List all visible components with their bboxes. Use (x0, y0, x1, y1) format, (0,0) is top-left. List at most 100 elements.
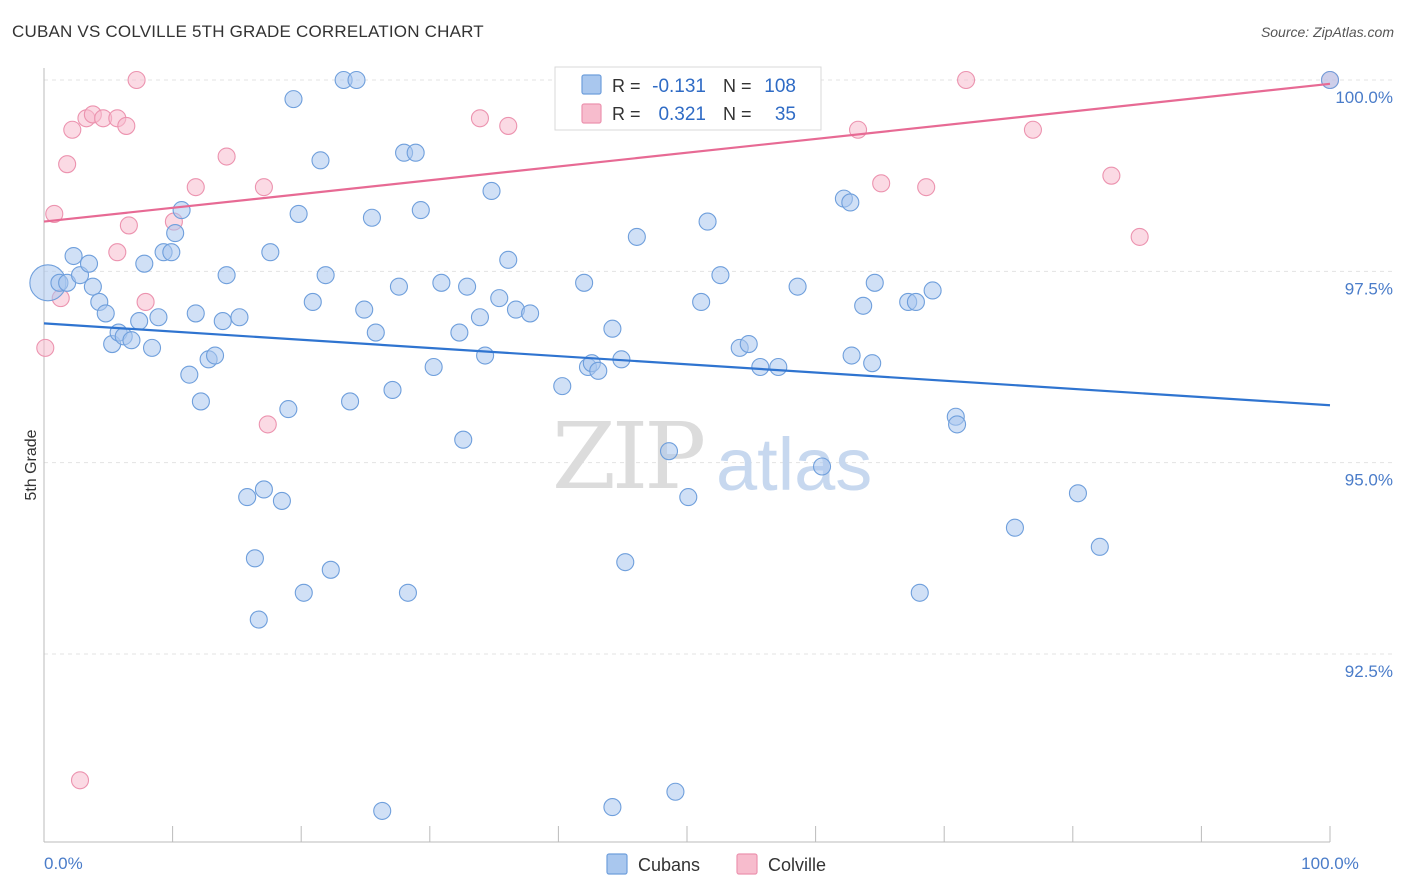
cubans-point (172, 201, 191, 220)
cubans-n-value: 108 (764, 76, 796, 97)
cubans-point (347, 70, 366, 90)
cubans-point (521, 304, 540, 323)
cubans-point (1090, 537, 1109, 556)
cubans-r-value: -0.131 (652, 76, 706, 97)
cubans-point (398, 583, 417, 602)
cubans-point (454, 430, 473, 449)
cubans-points (29, 70, 1340, 820)
cubans-point (1320, 70, 1340, 90)
colville-point (36, 338, 55, 357)
trendlines (43, 82, 1331, 407)
cubans-swatch (581, 74, 602, 95)
cubans-point (186, 304, 205, 323)
cubans-point (311, 151, 330, 170)
colville-point (45, 204, 64, 223)
cubans-point (854, 296, 873, 315)
cubans-point (679, 488, 698, 507)
cubans-point (842, 346, 861, 365)
colville-point (70, 771, 90, 790)
colville-point (1102, 166, 1121, 185)
cubans-point (616, 553, 635, 572)
cubans-point (191, 392, 210, 411)
cubans-point (863, 354, 882, 373)
cubans-point (603, 319, 622, 338)
cubans-r-label: R = (612, 76, 641, 96)
x-tick-label: 0.0% (44, 854, 83, 873)
colville-r-label: R = (612, 104, 641, 124)
cubans-point (553, 377, 572, 396)
colville-point (108, 243, 127, 262)
legend-colville-swatch (736, 853, 758, 875)
cubans-point (575, 273, 594, 292)
cubans-point (711, 266, 730, 285)
cubans-point (166, 224, 185, 243)
colville-point (136, 292, 155, 311)
colville-point (957, 70, 976, 90)
cubans-point (751, 357, 770, 377)
cubans-point (499, 250, 518, 269)
axes: 92.5% 95.0% 97.5% 100.0% 0.0% 100.0% (43, 68, 1393, 873)
cubans-point (180, 365, 199, 384)
cubans-point (769, 357, 788, 377)
series-legend: Cubans Colville (606, 853, 826, 875)
cubans-n-label: N = (723, 76, 752, 96)
cubans-point (217, 266, 236, 285)
cubans-point (303, 292, 322, 311)
chart-title: CUBAN VS COLVILLE 5TH GRADE CORRELATION … (12, 22, 484, 41)
colville-point (258, 415, 277, 434)
cubans-point (245, 549, 264, 568)
cubans-point (812, 457, 832, 476)
cubans-point (254, 480, 273, 499)
cubans-point (476, 346, 495, 365)
stats-legend: R = -0.131 N = 108 R = 0.321 N = 35 (554, 66, 822, 131)
colville-point (499, 116, 518, 135)
cubans-point (470, 308, 490, 327)
cubans-point (948, 415, 967, 434)
colville-point (127, 70, 146, 90)
y-tick-label: 95.0% (1345, 471, 1393, 490)
cubans-point (316, 266, 335, 285)
cubans-point (1068, 484, 1087, 503)
cubans-point (149, 308, 168, 327)
cubans-point (261, 243, 280, 262)
cubans-point (279, 400, 298, 419)
cubans-point (739, 334, 758, 354)
cubans-point (698, 212, 717, 231)
colville-point (917, 178, 936, 197)
watermark-atlas: atlas (716, 423, 872, 506)
cubans-point (432, 273, 451, 292)
cubans-point (589, 361, 608, 380)
cubans-point (130, 312, 149, 331)
cubans-point (135, 254, 154, 273)
cubans-point (142, 338, 162, 357)
cubans-point (249, 610, 268, 629)
cubans-point (83, 277, 102, 296)
cubans-point (205, 346, 225, 365)
cubans-point (666, 782, 685, 801)
cubans-point (284, 90, 303, 109)
cubans-point (321, 560, 340, 579)
colville-n-value: 35 (775, 104, 796, 125)
cubans-point (341, 392, 360, 411)
colville-trendline (43, 82, 1331, 223)
cubans-trendline (43, 322, 1331, 407)
colville-point (217, 147, 236, 166)
cubans-point (450, 323, 469, 342)
cubans-point (490, 289, 509, 308)
cubans-point (865, 273, 884, 292)
cubans-point (366, 323, 385, 342)
colville-point (872, 174, 891, 193)
cubans-point (406, 143, 425, 162)
colville-point (1130, 227, 1149, 246)
cubans-point (458, 277, 477, 296)
x-tick-label: 100.0% (1301, 854, 1359, 873)
colville-point (470, 109, 490, 128)
cubans-point (411, 201, 430, 220)
cubans-point (213, 312, 232, 331)
cubans-point (272, 491, 291, 510)
colville-point (186, 178, 205, 197)
legend-cubans-swatch (606, 853, 628, 875)
colville-point (63, 120, 82, 139)
cubans-point (79, 254, 99, 273)
colville-swatch (581, 103, 602, 124)
